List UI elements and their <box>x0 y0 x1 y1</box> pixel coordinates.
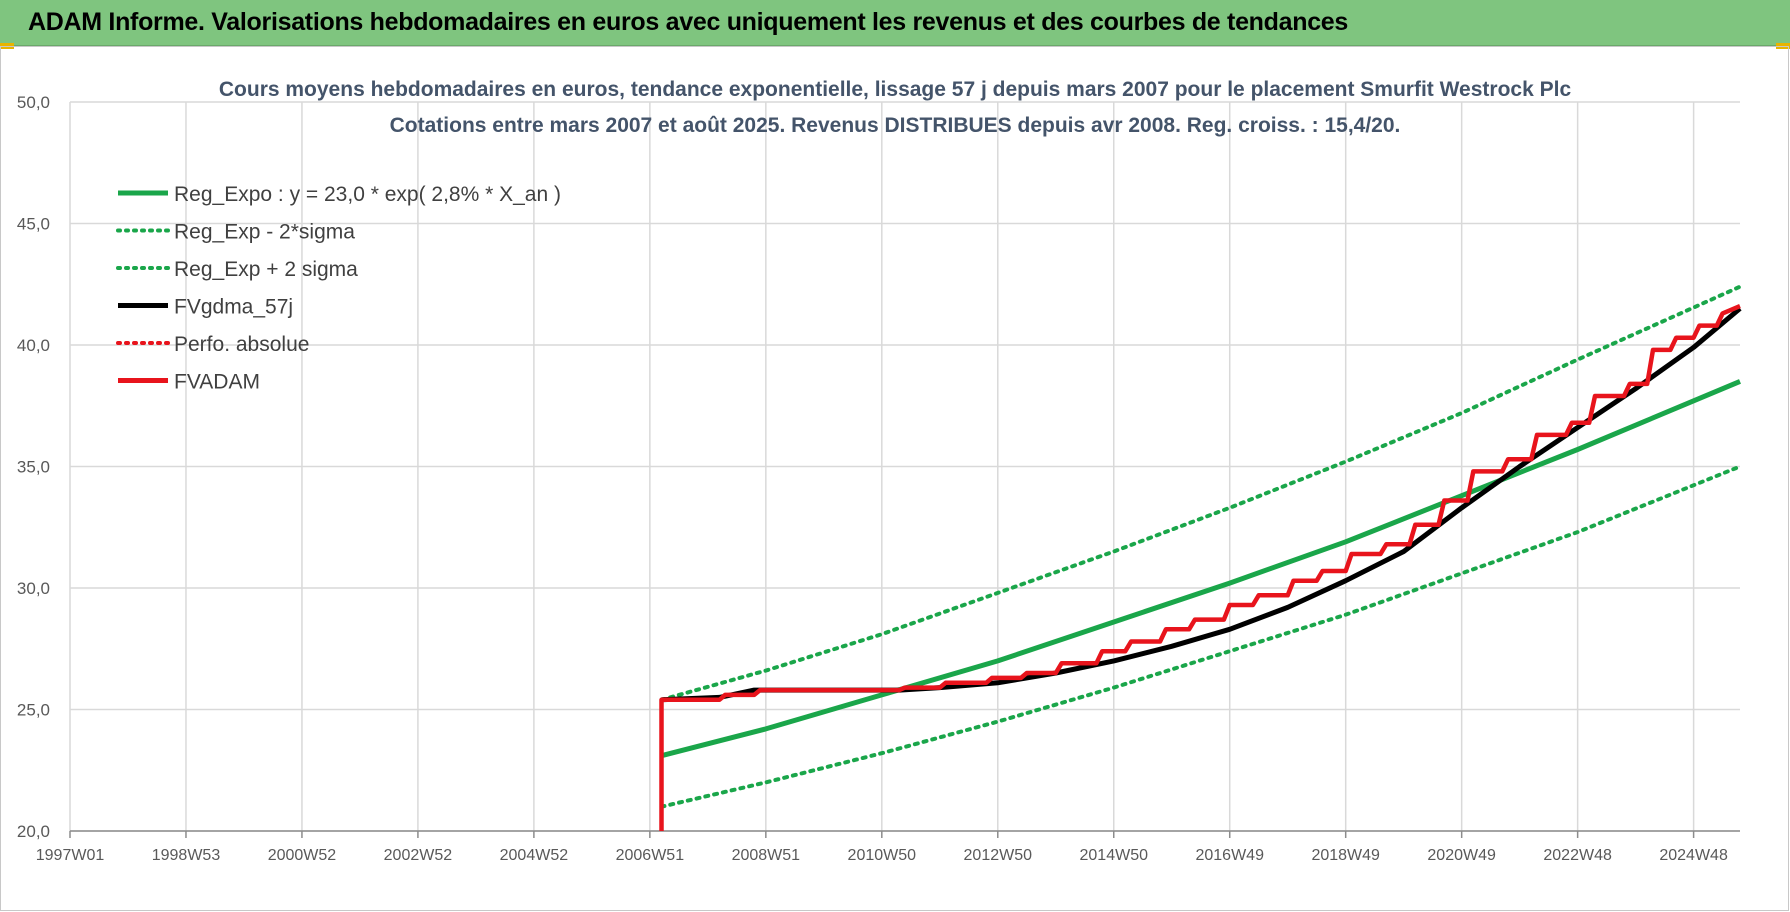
legend-label: Reg_Exp + 2 sigma <box>174 258 358 281</box>
x-axis: 1997W01 1998W53 2000W52 2002W52 2004W52 2006W… <box>36 830 1740 864</box>
x-tick-label: 2020W49 <box>1427 847 1496 864</box>
series-line <box>659 304 1741 831</box>
x-tick-label: 2024W48 <box>1659 847 1728 864</box>
series-line <box>659 284 1742 702</box>
x-tick-label: 1998W53 <box>152 847 221 864</box>
legend: Reg_Expo : y = 23,0 * exp( 2,8% * X_an )… <box>116 183 561 394</box>
series-group <box>659 284 1742 831</box>
x-tick-label: 2018W49 <box>1311 847 1380 864</box>
y-tick-label: 40,0 <box>17 336 50 355</box>
chart-frame <box>0 46 1789 911</box>
chart-subtitle: Cotations entre mars 2007 et août 2025. … <box>390 114 1401 137</box>
legend-label: Perfo. absolue <box>174 333 309 356</box>
x-tick-label: 2022W48 <box>1543 847 1612 864</box>
legend-label: FVADAM <box>174 371 260 394</box>
x-tick-label: 2006W51 <box>616 847 685 864</box>
chart-title: Cours moyens hebdomadaires en euros, ten… <box>219 78 1572 101</box>
header-bar: ADAM Informe. Valorisations hebdomadaire… <box>0 0 1790 46</box>
header-title: ADAM Informe. Valorisations hebdomadaire… <box>28 8 1349 36</box>
x-tick-label: 2010W50 <box>848 847 917 864</box>
x-tick-label: 2012W50 <box>964 847 1033 864</box>
x-tick-label: 2002W52 <box>384 847 453 864</box>
y-tick-label: 35,0 <box>17 458 50 477</box>
y-tick-label: 20,0 <box>17 822 50 841</box>
y-tick-label: 50,0 <box>17 93 50 112</box>
x-tick-label: 2004W52 <box>500 847 569 864</box>
legend-label: FVgdma_57j <box>174 296 293 319</box>
legend-label: Reg_Expo : y = 23,0 * exp( 2,8% * X_an ) <box>174 183 561 206</box>
x-tick-label: 2000W52 <box>268 847 337 864</box>
x-tick-label: 2014W50 <box>1080 847 1149 864</box>
x-tick-label: 1997W01 <box>36 847 105 864</box>
y-axis: 20,0 25,0 30,0 35,0 40,0 45,0 50,0 <box>17 93 50 841</box>
x-tick-label: 2008W51 <box>732 847 801 864</box>
series-line <box>660 379 1741 759</box>
y-tick-label: 45,0 <box>17 215 50 234</box>
legend-label: Reg_Exp - 2*sigma <box>174 221 355 244</box>
y-tick-label: 30,0 <box>17 579 50 598</box>
y-tick-label: 25,0 <box>17 701 50 720</box>
x-tick-label: 2016W49 <box>1195 847 1264 864</box>
grid <box>69 101 1740 832</box>
series-line <box>659 464 1742 809</box>
